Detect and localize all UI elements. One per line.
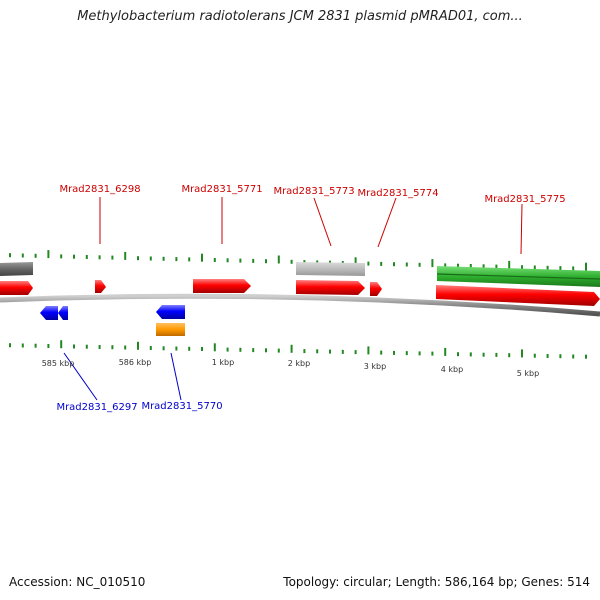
gene-label: Mrad2831_6298 bbox=[59, 184, 140, 195]
scale-labels: 585 kbp 586 kbp 1 kbp 2 kbp 3 kbp 4 kbp … bbox=[42, 358, 540, 378]
reverse-cds-track bbox=[40, 305, 185, 320]
cds-arrow bbox=[95, 280, 106, 293]
forward-cds-track bbox=[0, 279, 600, 306]
cds-arrow-reverse bbox=[156, 305, 185, 319]
gene-label: Mrad2831_5775 bbox=[484, 194, 565, 205]
reverse-leaders bbox=[63, 352, 182, 401]
gene-label: Mrad2831_5773 bbox=[273, 186, 354, 197]
scale-label: 2 kbp bbox=[288, 359, 310, 368]
cds-arrow bbox=[193, 279, 251, 293]
scale-label: 586 kbp bbox=[119, 358, 152, 367]
scale-label: 585 kbp bbox=[42, 359, 75, 368]
cds-arrow bbox=[296, 280, 365, 295]
reverse-gene-labels: Mrad2831_6297 Mrad2831_5770 bbox=[56, 401, 222, 413]
gene-label: Mrad2831_6297 bbox=[56, 402, 137, 413]
gene-label: Mrad2831_5771 bbox=[181, 184, 262, 195]
gene-label: Mrad2831_5770 bbox=[141, 401, 222, 412]
cds-arrow bbox=[0, 281, 33, 295]
scale-label: 3 kbp bbox=[364, 362, 386, 371]
accession-label: Accession: NC_010510 bbox=[9, 575, 146, 589]
cds-arrow-reverse bbox=[58, 306, 68, 320]
cds-arrow-reverse bbox=[40, 306, 58, 320]
light-gray-feature bbox=[296, 262, 365, 276]
inner-tick-ring bbox=[9, 340, 587, 359]
scale-label: 4 kbp bbox=[441, 365, 463, 374]
topology-summary: Topology: circular; Length: 586,164 bp; … bbox=[283, 575, 590, 589]
outer-tick-ring bbox=[9, 250, 587, 271]
forward-leaders bbox=[99, 197, 523, 255]
orf-band-line bbox=[436, 273, 600, 280]
gene-label: Mrad2831_5774 bbox=[357, 188, 438, 199]
forward-gene-labels: Mrad2831_6298 Mrad2831_5771 Mrad2831_577… bbox=[59, 184, 565, 205]
map-title: Methylobacterium radiotolerans JCM 2831 … bbox=[77, 9, 523, 24]
cds-arrow bbox=[436, 285, 600, 306]
backbone bbox=[0, 293, 600, 317]
gray-feature-left bbox=[0, 262, 33, 276]
cds-arrow bbox=[370, 282, 382, 296]
rrna-feature bbox=[156, 323, 185, 336]
scale-label: 1 kbp bbox=[212, 358, 234, 367]
scale-label: 5 kbp bbox=[517, 369, 539, 378]
